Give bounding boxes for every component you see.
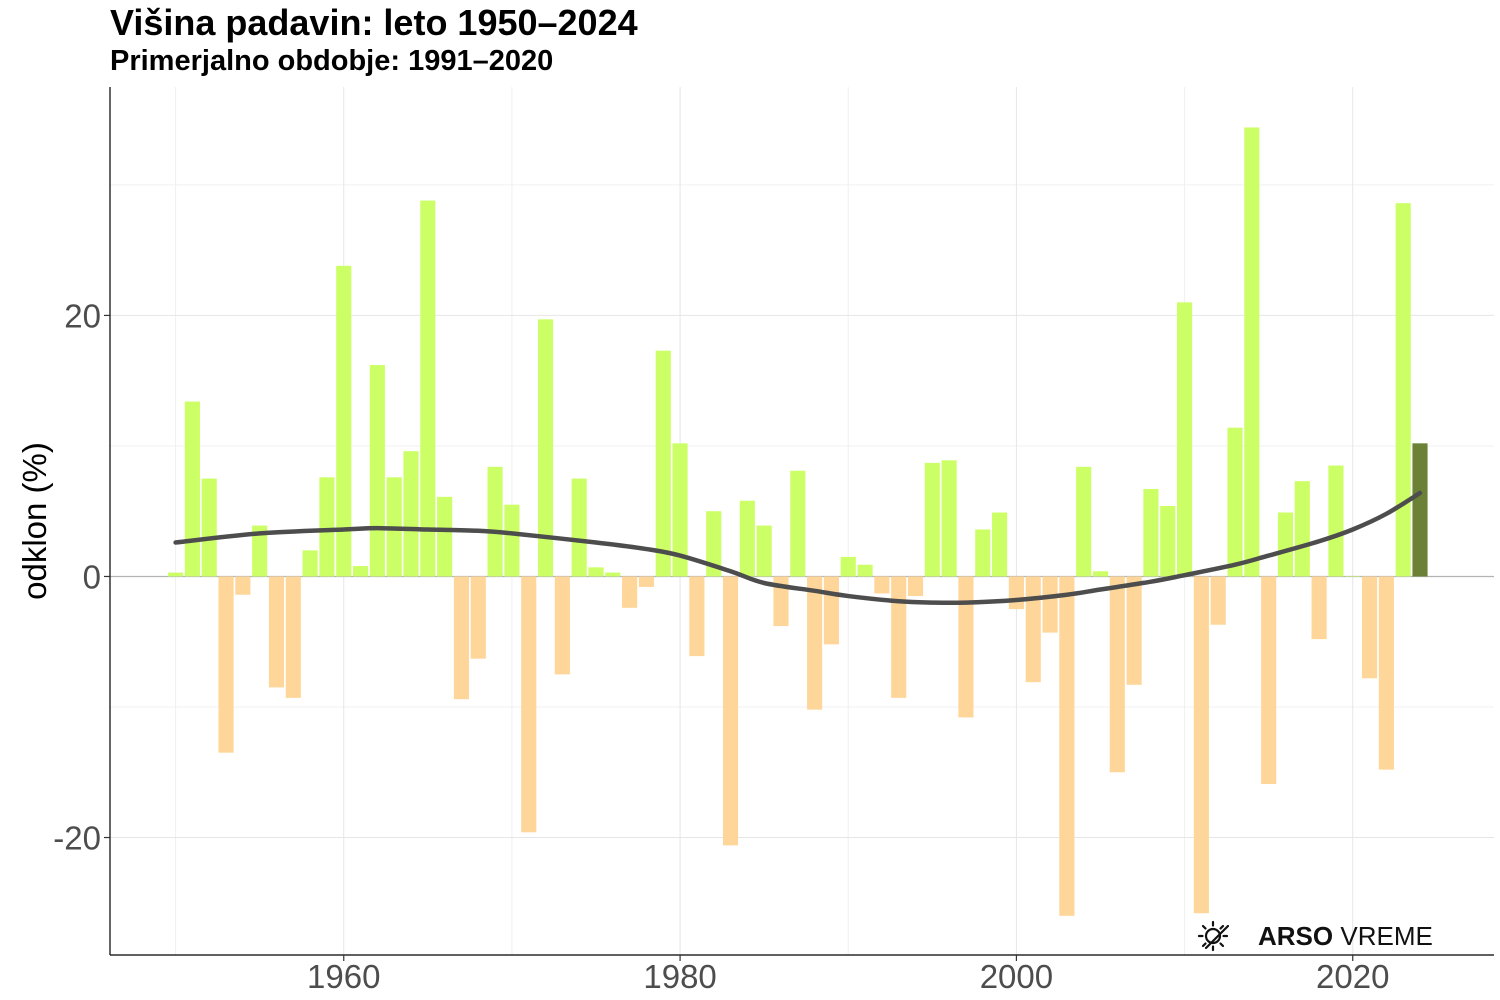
- bar-1960: [336, 265, 352, 577]
- bar-1959: [319, 477, 335, 577]
- bar-2010: [1177, 302, 1193, 577]
- bar-2015: [1261, 576, 1277, 785]
- bar-2012: [1210, 576, 1226, 625]
- x-tick-label-1980: 1980: [643, 958, 716, 995]
- arso-vreme-logo: ARSO VREME: [1198, 916, 1433, 956]
- logo-wordmark: ARSO VREME: [1258, 921, 1433, 952]
- x-axis-ticks: 1960 1980 2000 2020: [307, 955, 1389, 995]
- bar-1964: [403, 451, 419, 577]
- bar-1985: [756, 525, 772, 577]
- trend-line: [173, 490, 1423, 606]
- bar-1965: [420, 200, 436, 577]
- bar-1974: [571, 478, 587, 577]
- bar-1968: [470, 576, 486, 659]
- y-axis-label: odklon (%): [16, 442, 53, 600]
- bar-2014: [1244, 127, 1260, 577]
- bar-2000: [1008, 576, 1024, 610]
- bar-1994: [907, 576, 924, 597]
- bar-2007: [1126, 576, 1142, 685]
- bar-1957: [285, 576, 301, 698]
- bar-1972: [537, 319, 554, 577]
- bar-2004: [1076, 466, 1092, 577]
- bar-1999: [992, 512, 1008, 577]
- bar-2017: [1294, 481, 1310, 577]
- bar-1966: [437, 496, 453, 577]
- bar-1952: [201, 478, 217, 577]
- bar-1995: [924, 462, 940, 577]
- y-tick-label-0: 0: [83, 558, 101, 595]
- bar-1993: [891, 576, 907, 698]
- bars: [168, 127, 1428, 916]
- bar-1962: [369, 365, 385, 577]
- bar-1991: [857, 564, 873, 577]
- bar-1981: [689, 576, 705, 657]
- chart-title: Višina padavin: leto 1950–2024: [110, 2, 638, 43]
- bar-1958: [302, 550, 318, 577]
- bar-1997: [958, 576, 974, 718]
- bar-1954: [235, 576, 251, 595]
- bar-1982: [706, 511, 722, 577]
- bar-1979: [655, 350, 671, 577]
- chart-subtitle: Primerjalno obdobje: 1991–2020: [110, 45, 554, 77]
- bar-1970: [504, 504, 520, 577]
- bar-2009: [1160, 505, 1176, 577]
- bar-1956: [268, 576, 285, 688]
- bar-1987: [790, 470, 806, 577]
- bar-1998: [975, 529, 991, 577]
- bar-1990: [840, 556, 856, 577]
- bar-1978: [638, 576, 655, 587]
- bar-1955: [252, 525, 268, 577]
- bar-1976: [605, 572, 621, 577]
- bar-1992: [874, 576, 890, 594]
- bar-2005: [1092, 571, 1109, 577]
- bar-1967: [453, 576, 470, 700]
- x-tick-label-2020: 2020: [1316, 958, 1389, 995]
- bar-1961: [352, 566, 369, 577]
- bar-1989: [823, 576, 839, 645]
- x-tick-label-2000: 2000: [980, 958, 1053, 995]
- bar-1950: [168, 572, 184, 577]
- y-tick-label--20: -20: [53, 820, 101, 857]
- bar-2021: [1361, 576, 1378, 679]
- bar-1951: [184, 401, 200, 577]
- bar-1975: [588, 567, 604, 577]
- bar-2022: [1378, 576, 1394, 770]
- bar-2003: [1059, 576, 1075, 916]
- bar-1971: [521, 576, 537, 833]
- weather-icon: [1198, 920, 1230, 952]
- bar-2006: [1109, 576, 1125, 773]
- bar-2002: [1042, 576, 1058, 633]
- y-axis-ticks: -20 0 20: [53, 297, 110, 857]
- bar-1983: [722, 576, 739, 846]
- bar-2018: [1311, 576, 1327, 640]
- bar-1988: [807, 576, 823, 710]
- bar-2011: [1193, 576, 1209, 914]
- bar-1969: [487, 466, 503, 577]
- bar-2023: [1395, 203, 1411, 577]
- y-tick-label-20: 20: [64, 297, 101, 334]
- bar-2024: [1412, 443, 1428, 577]
- x-tick-label-1960: 1960: [307, 958, 380, 995]
- bar-2008: [1143, 489, 1159, 577]
- bar-1996: [941, 460, 957, 577]
- logo-bold-text: ARSO: [1258, 920, 1334, 951]
- bar-1953: [218, 576, 234, 753]
- bar-1977: [622, 576, 638, 608]
- bar-1973: [554, 576, 570, 675]
- bar-1980: [672, 443, 688, 577]
- logo-light-text: VREME: [1340, 920, 1433, 951]
- bar-2016: [1277, 512, 1294, 577]
- bar-1984: [739, 500, 755, 577]
- bar-2013: [1227, 427, 1243, 577]
- bar-2001: [1025, 576, 1041, 683]
- bar-2019: [1328, 465, 1344, 577]
- bar-2020: [1345, 576, 1361, 577]
